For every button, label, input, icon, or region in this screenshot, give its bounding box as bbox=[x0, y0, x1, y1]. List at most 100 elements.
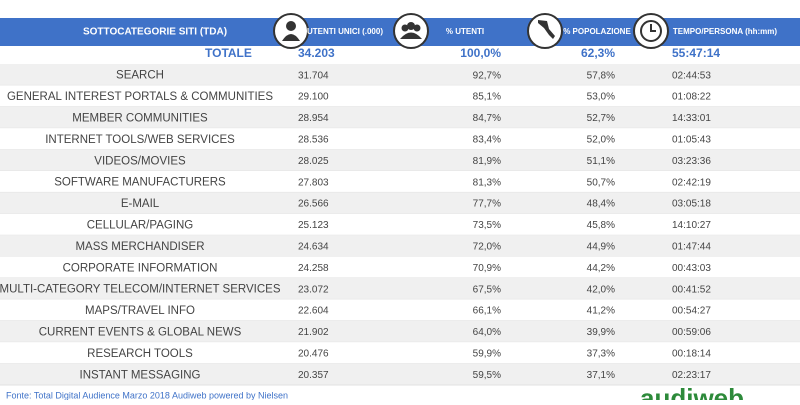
row-cell: 31.704 bbox=[298, 70, 329, 81]
row-cell: INSTANT MESSAGING bbox=[80, 369, 201, 381]
row-cell: 81,3% bbox=[473, 177, 501, 188]
row-bg bbox=[0, 235, 800, 257]
row-cell: MAPS/TRAVEL INFO bbox=[85, 305, 195, 317]
row-cell: 27.803 bbox=[298, 177, 329, 188]
row-bg bbox=[0, 363, 800, 385]
row-cell: 59,9% bbox=[473, 349, 501, 360]
row-cell: MEMBER COMMUNITIES bbox=[72, 113, 208, 125]
row-cell: 92,7% bbox=[473, 70, 501, 81]
row-cell: 02:44:53 bbox=[672, 70, 711, 81]
row-cell: 24.634 bbox=[298, 242, 329, 253]
row-cell: E-MAIL bbox=[121, 198, 160, 210]
row-bg bbox=[0, 192, 800, 214]
row-cell: 70,9% bbox=[473, 263, 501, 274]
row-cell: 44,9% bbox=[587, 242, 615, 253]
row-cell: 77,7% bbox=[473, 199, 501, 210]
row-cell: 64,0% bbox=[473, 327, 501, 338]
header-cell: % POPOLAZIONE bbox=[563, 27, 631, 36]
row-cell: 00:59:06 bbox=[672, 327, 711, 338]
row-cell: 00:41:52 bbox=[672, 284, 711, 295]
row-bg bbox=[0, 213, 800, 236]
header-cell: SOTTOCATEGORIE SITI (TDA) bbox=[83, 27, 227, 38]
row-cell: 84,7% bbox=[473, 113, 501, 124]
row-cell: 00:54:27 bbox=[672, 306, 711, 317]
row-cell: VIDEOS/MOVIES bbox=[94, 155, 186, 167]
row-cell: 24.258 bbox=[298, 263, 329, 274]
row-cell: 66,1% bbox=[473, 306, 501, 317]
row-cell: 25.123 bbox=[298, 220, 329, 231]
row-cell: 02:42:19 bbox=[672, 177, 711, 188]
row-bg bbox=[0, 320, 800, 343]
row-cell: 28.025 bbox=[298, 156, 329, 167]
row-cell: 20.357 bbox=[298, 370, 329, 381]
row-cell: 85,1% bbox=[473, 92, 501, 103]
row-cell: SEARCH bbox=[116, 70, 164, 82]
row-cell: CORPORATE INFORMATION bbox=[63, 262, 218, 274]
icon-user bbox=[273, 13, 309, 49]
total-cell: 100,0% bbox=[460, 46, 501, 60]
row-bg bbox=[0, 256, 800, 278]
row-cell: 28.536 bbox=[298, 135, 329, 146]
row-cell: GENERAL INTEREST PORTALS & COMMUNITIES bbox=[7, 91, 273, 103]
total-cell: 62,3% bbox=[581, 46, 615, 60]
row-cell: 37,1% bbox=[587, 370, 615, 381]
total-cell: 55:47:14 bbox=[672, 46, 720, 60]
row-cell: 50,7% bbox=[587, 177, 615, 188]
row-bg bbox=[0, 149, 800, 171]
row-cell: 37,3% bbox=[587, 349, 615, 360]
row-cell: 03:05:18 bbox=[672, 199, 711, 210]
row-bg bbox=[0, 64, 800, 86]
row-bg bbox=[0, 278, 800, 300]
row-cell: 23.072 bbox=[298, 284, 329, 295]
row-cell: 01:08:22 bbox=[672, 92, 711, 103]
row-bg bbox=[0, 128, 800, 150]
row-cell: 20.476 bbox=[298, 349, 329, 360]
header-cell: UTENTI UNICI (.000) bbox=[307, 27, 383, 36]
row-cell: CELLULAR/PAGING bbox=[87, 220, 194, 232]
row-bg bbox=[0, 85, 800, 107]
icon-clock bbox=[633, 13, 669, 49]
row-cell: 22.604 bbox=[298, 306, 329, 317]
row-cell: 52,0% bbox=[587, 135, 615, 146]
header-cell: TEMPO/PERSONA (hh:mm) bbox=[673, 27, 777, 36]
row-cell: MASS MERCHANDISER bbox=[75, 241, 204, 253]
row-cell: 41,2% bbox=[587, 306, 615, 317]
row-cell: CURRENT EVENTS & GLOBAL NEWS bbox=[39, 327, 242, 339]
row-cell: 01:47:44 bbox=[672, 242, 711, 253]
row-cell: 42,0% bbox=[587, 284, 615, 295]
row-cell: 45,8% bbox=[587, 220, 615, 231]
header-cell: % UTENTI bbox=[446, 27, 484, 36]
row-cell: RESEARCH TOOLS bbox=[87, 348, 193, 360]
row-cell: 57,8% bbox=[587, 70, 615, 81]
row-cell: 21.902 bbox=[298, 327, 329, 338]
row-cell: 81,9% bbox=[473, 156, 501, 167]
row-cell: MULTI-CATEGORY TELECOM/INTERNET SERVICES bbox=[0, 284, 281, 296]
row-cell: 53,0% bbox=[587, 92, 615, 103]
row-cell: 83,4% bbox=[473, 135, 501, 146]
logo: audiweb bbox=[640, 383, 744, 400]
icon-italy bbox=[527, 13, 563, 49]
total-cell: TOTALE bbox=[205, 46, 252, 60]
row-bg bbox=[0, 342, 800, 364]
row-cell: 26.566 bbox=[298, 199, 329, 210]
row-cell: 00:43:03 bbox=[672, 263, 711, 274]
row-cell: 14:10:27 bbox=[672, 220, 711, 231]
row-cell: 39,9% bbox=[587, 327, 615, 338]
row-cell: 00:18:14 bbox=[672, 349, 711, 360]
row-cell: 44,2% bbox=[587, 263, 615, 274]
total-cell: 34.203 bbox=[298, 46, 335, 60]
row-cell: INTERNET TOOLS/WEB SERVICES bbox=[45, 134, 235, 146]
row-cell: SOFTWARE MANUFACTURERS bbox=[54, 177, 226, 189]
row-bg bbox=[0, 106, 800, 129]
row-cell: 01:05:43 bbox=[672, 135, 711, 146]
row-cell: 73,5% bbox=[473, 220, 501, 231]
row-cell: 52,7% bbox=[587, 113, 615, 124]
icon-users bbox=[393, 13, 429, 49]
row-cell: 72,0% bbox=[473, 242, 501, 253]
row-bg bbox=[0, 171, 800, 193]
row-bg bbox=[0, 299, 800, 321]
row-cell: 28.954 bbox=[298, 113, 329, 124]
row-cell: 51,1% bbox=[587, 156, 615, 167]
row-cell: 59,5% bbox=[473, 370, 501, 381]
